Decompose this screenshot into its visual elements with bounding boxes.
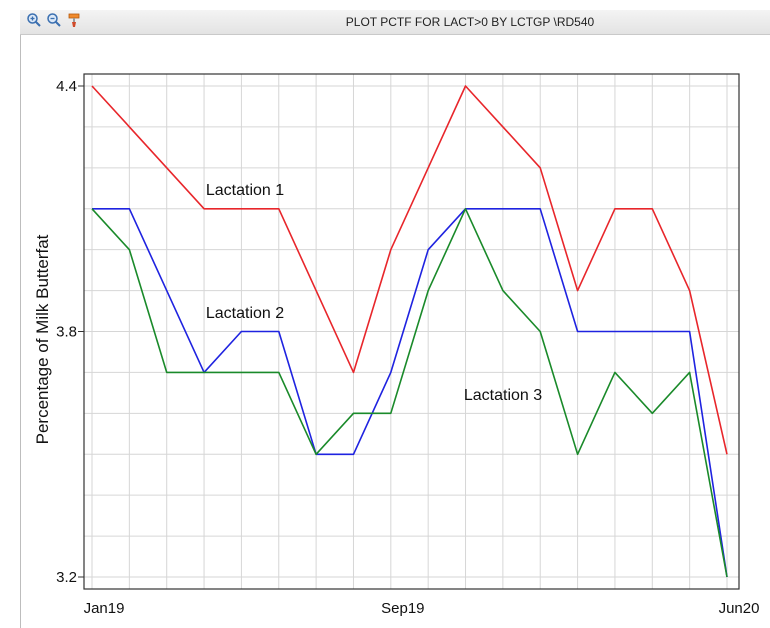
- window-left-border: [20, 10, 21, 628]
- y-tick-label: 3.8: [56, 324, 77, 341]
- series-label-lactation-3: Lactation 3: [464, 387, 542, 404]
- series-label-lactation-1: Lactation 1: [206, 182, 284, 199]
- series-line-lactation-2: [92, 208, 728, 578]
- series-label-lactation-2: Lactation 2: [206, 305, 284, 322]
- x-tick-label: Jan19: [84, 600, 125, 617]
- zoom-in-icon[interactable]: [26, 12, 42, 28]
- series-line-lactation-3: [91, 208, 728, 578]
- series-labels: Lactation 1 Lactation 2 Lactation 3: [206, 182, 542, 404]
- x-tick-label: Sep19: [381, 600, 424, 617]
- plot-title: PLOT PCTF FOR LACT>0 BY LCTGP \RD540: [345, 15, 595, 29]
- plot-toolbar: PLOT PCTF FOR LACT>0 BY LCTGP \RD540: [20, 10, 770, 35]
- series-lines: [91, 85, 728, 578]
- x-tick-label: Jun20: [719, 600, 760, 617]
- y-tick-label: 3.2: [56, 569, 77, 586]
- series-line-lactation-1: [91, 85, 728, 455]
- paint-brush-icon[interactable]: [66, 12, 82, 28]
- x-axis-ticks: Jan19 Sep19 Jun20: [84, 600, 760, 617]
- y-axis-label: Percentage of Milk Butterfat: [33, 234, 52, 444]
- y-axis-ticks: 4.4 3.8 3.2: [56, 78, 84, 586]
- zoom-out-icon[interactable]: [46, 12, 62, 28]
- y-tick-label: 4.4: [56, 78, 77, 95]
